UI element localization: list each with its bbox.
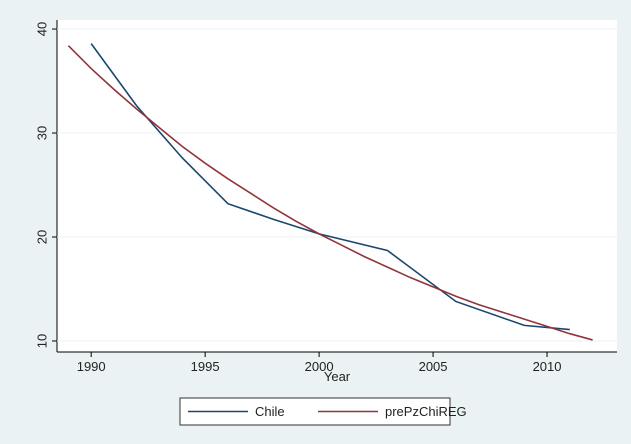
series-line [90, 43, 570, 331]
legend-label: Chile [255, 404, 285, 419]
legend-label: prePzChiREG [385, 404, 467, 419]
x-tick-label: 2000 [305, 359, 334, 374]
x-tick-label: 2005 [419, 359, 448, 374]
x-tick-label: 1995 [191, 359, 220, 374]
x-tick-label: 1990 [77, 359, 106, 374]
series-line [67, 45, 593, 341]
y-tick-label: 20 [34, 230, 49, 244]
y-tick-label: 10 [34, 334, 49, 348]
y-tick-label: 30 [34, 126, 49, 140]
plot-area [57, 20, 617, 352]
x-axis-title: Year [324, 369, 351, 384]
y-tick-label: 40 [34, 22, 49, 36]
x-tick-label: 2010 [533, 359, 562, 374]
